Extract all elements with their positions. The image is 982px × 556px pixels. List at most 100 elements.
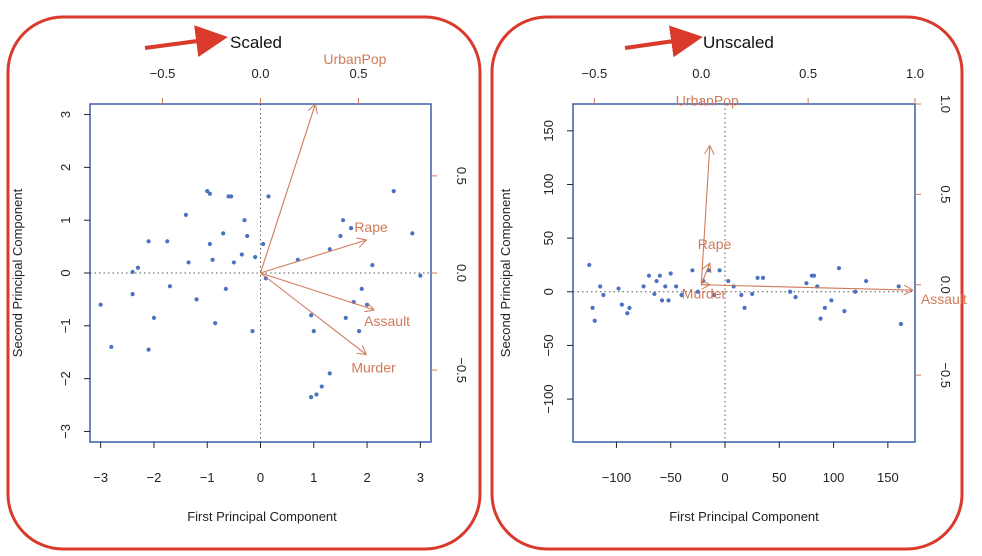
data-point [231,260,236,265]
data-point [364,302,370,307]
data-point [829,298,834,303]
data-point [601,292,606,298]
data-point [242,218,247,223]
data-point [788,289,793,294]
data-point [864,278,869,284]
data-point [742,305,747,310]
data-point [186,260,191,265]
data-point [587,262,592,268]
data-point [356,328,362,334]
data-point [261,241,266,247]
data-point [663,284,668,289]
tick-label-left: −50 [541,334,556,356]
data-point [311,328,316,334]
data-point [98,302,103,307]
loading-label-assault: Assault [364,313,410,329]
tick-label-left: 1 [58,217,73,224]
data-point [151,315,157,320]
tick-label-right: −0.5 [938,362,953,388]
data-point [898,321,903,327]
tick-label-top: −0.5 [582,66,608,81]
data-point [717,268,722,273]
tick-label-bottom: 1 [310,470,317,485]
points-scaled [98,189,423,400]
data-point [641,284,646,289]
data-point [804,281,809,286]
tick-label-right: 0.0 [454,264,469,282]
tick-label-right: 0.5 [454,167,469,185]
tick-label-bottom: 50 [772,470,786,485]
data-point [822,305,827,310]
data-point [146,347,151,352]
data-point [842,308,847,314]
unscaled-biplot: UrbanPop Rape Murder Assault −100 −50 0 50 100 1… [498,66,967,524]
tick-label-left: 50 [541,231,556,245]
banner-scaled: Scaled [230,33,282,52]
plot-area-unscaled [572,103,916,443]
tick-label-right: 0.0 [938,276,953,294]
tick-label-top: 0.0 [251,66,269,81]
data-point [659,298,665,303]
loading-label-urbanpop: UrbanPop [676,93,739,109]
data-point [739,292,744,298]
data-point [309,313,314,318]
data-point [165,239,170,244]
ref-lines-scaled [90,104,431,442]
left-axis-unscaled: −100 −50 0 50 100 150 [541,120,573,414]
data-point [327,371,332,376]
data-point [207,191,212,196]
data-point [130,292,135,297]
data-point [146,239,151,244]
loading-arrow-urbanpop [259,104,316,274]
data-point [183,212,189,218]
data-point [340,218,346,223]
data-point [793,295,798,300]
ylabel-unscaled: Second Principal Component [498,188,513,357]
loading-arrow-urbanpop [700,146,710,285]
data-point [167,284,173,289]
data-point [253,255,258,260]
tick-label-top: −0.5 [150,66,176,81]
data-point [760,275,766,280]
data-point [654,278,659,284]
tick-label-bottom: 0 [257,470,264,485]
data-point [359,286,364,291]
data-point [239,252,244,257]
data-point [418,273,423,278]
data-point [750,291,755,297]
bottom-axis-unscaled: −100 −50 0 50 100 150 [602,442,899,485]
tick-label-bottom: 0 [721,470,728,485]
loading-label-urbanpop: UrbanPop [323,51,386,67]
data-point [896,284,901,289]
data-point [652,291,657,297]
tick-label-top: 0.5 [349,66,367,81]
data-point [619,302,624,307]
data-point [348,226,354,231]
data-point [726,278,731,284]
banner-unscaled: Unscaled [703,33,774,52]
data-point [391,189,396,194]
loadings-unscaled: UrbanPop Rape Murder Assault [676,93,967,308]
data-point [410,231,415,236]
ylabel-scaled: Second Principal Component [10,188,25,357]
top-axis-unscaled: −0.5 0.0 0.5 1.0 [582,66,924,104]
loading-label-murder: Murder [682,286,727,302]
top-axis-scaled: −0.5 0.0 0.5 [150,66,368,104]
data-point [210,257,215,262]
data-point [592,318,597,323]
data-point [207,241,212,247]
tick-label-bottom: 2 [363,470,370,485]
loading-label-rape: Rape [354,219,388,235]
data-point [679,292,684,298]
data-point [109,344,114,350]
frame-unscaled [490,15,964,551]
data-point [229,194,234,199]
tick-label-left: 0 [58,269,73,276]
tick-label-bottom: 150 [877,470,899,485]
data-point [818,316,823,321]
loading-label-assault: Assault [921,291,967,307]
data-point [668,271,673,276]
ref-lines-unscaled [573,104,915,442]
xlabel-unscaled: First Principal Component [669,509,819,524]
